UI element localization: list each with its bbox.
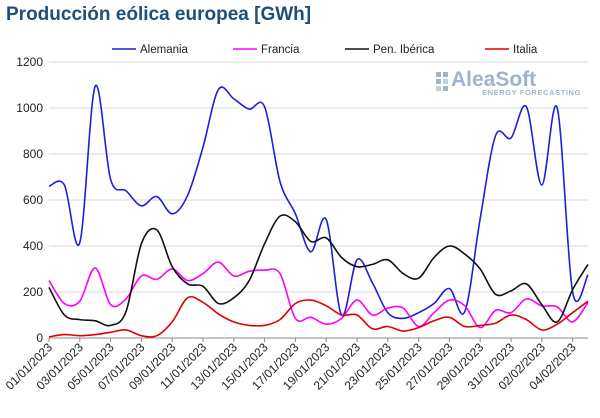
legend-label-italia: Italia [513, 44, 538, 56]
legend-label-francia: Francia [261, 44, 300, 56]
legend-label-alemania: Alemania [140, 44, 189, 56]
y-tick-label: 0 [36, 331, 43, 345]
y-tick-label: 600 [23, 193, 43, 207]
logo-mark-icon [436, 72, 448, 91]
logo-wordmark: AleaSoft [451, 68, 536, 91]
x-axis-ticks: 01/01/202303/01/202305/01/202307/01/2023… [3, 338, 579, 393]
legend: Alemania Francia Pen. Ibérica Italia [112, 44, 538, 56]
legend-label-pen-iberica: Pen. Ibérica [373, 44, 435, 56]
y-tick-label: 800 [23, 147, 43, 161]
aleasoft-logo: AleaSoft ENERGY FORECASTING [436, 68, 581, 97]
series-line-francia [48, 261, 589, 329]
chart-title: Producción eólica europea [GWh] [6, 4, 312, 25]
y-tick-label: 400 [23, 239, 43, 253]
y-tick-label: 200 [23, 285, 43, 299]
series-lines [48, 84, 589, 338]
y-axis-ticks: 0 200 400 600 800 1000 1200 [16, 55, 43, 345]
series-line-alemania [48, 84, 589, 320]
y-tick-label: 1000 [16, 101, 43, 115]
series-line-italia [48, 295, 589, 338]
y-tick-label: 1200 [16, 55, 43, 69]
logo-tagline: ENERGY FORECASTING [482, 88, 581, 97]
series-line-pen-iberica [48, 214, 589, 327]
grid-lines [49, 61, 588, 293]
